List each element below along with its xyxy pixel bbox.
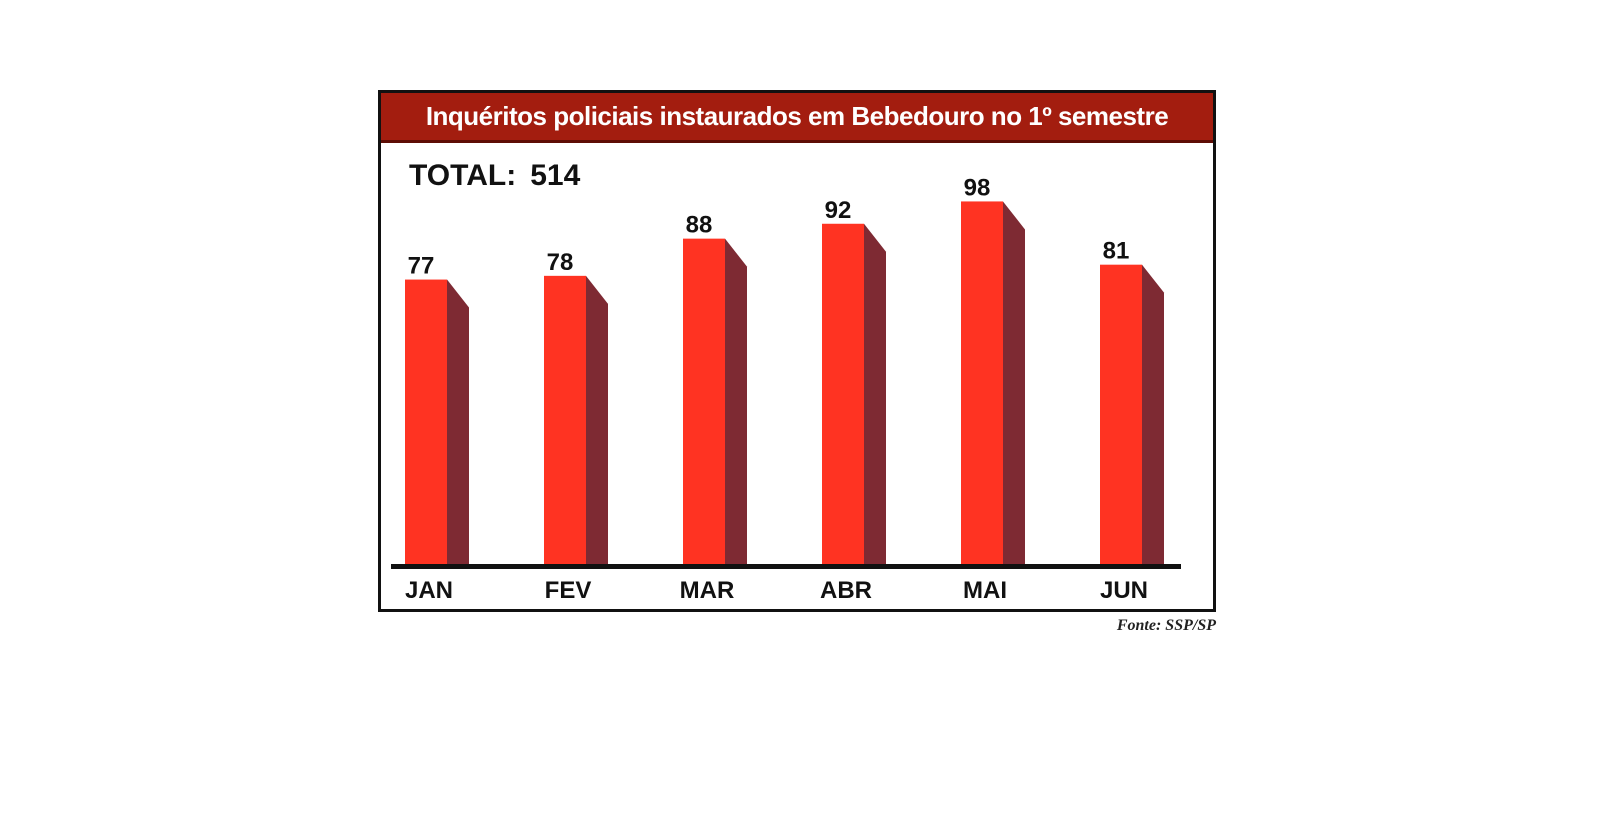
chart-frame: Inquéritos policiais instaurados em Bebe… [378,90,1216,612]
x-axis-line [391,564,1181,569]
source-note: Fonte: SSP/SP [1116,617,1216,634]
bar-mar [683,238,725,566]
bar-side-abr [864,223,886,566]
bar-chart-plot: 77 JAN 78 FEV 88 MAR 92 ABR 98 MAI 81 JUN [391,174,1181,604]
data-label-mai: 98 [964,174,991,201]
tick-label-jan: JAN [405,577,453,604]
bar-side-jan [447,279,469,566]
chart-title: Inquéritos policiais instaurados em Bebe… [381,93,1213,143]
bar-abr [822,223,864,566]
total-value: 514 [530,159,581,192]
tick-label-mai: MAI [963,577,1007,604]
bar-jan [405,279,447,566]
bar-side-jun [1142,264,1164,566]
bar-side-mar [725,238,747,566]
bar-side-fev [586,275,608,566]
tick-label-fev: FEV [545,577,592,604]
data-label-jan: 77 [408,253,435,280]
data-label-fev: 78 [547,249,574,276]
bar-fev [544,275,586,566]
bar-mai [961,201,1003,566]
data-label-jun: 81 [1103,238,1130,265]
data-label-mar: 88 [686,212,713,239]
data-label-abr: 92 [825,197,852,224]
tick-label-abr: ABR [820,577,872,604]
tick-label-mar: MAR [680,577,735,604]
total-label: TOTAL: [409,159,517,192]
total-summary: TOTAL: 514 [409,159,580,193]
bar-jun [1100,264,1142,566]
bar-side-mai [1003,201,1025,566]
tick-label-jun: JUN [1100,577,1148,604]
